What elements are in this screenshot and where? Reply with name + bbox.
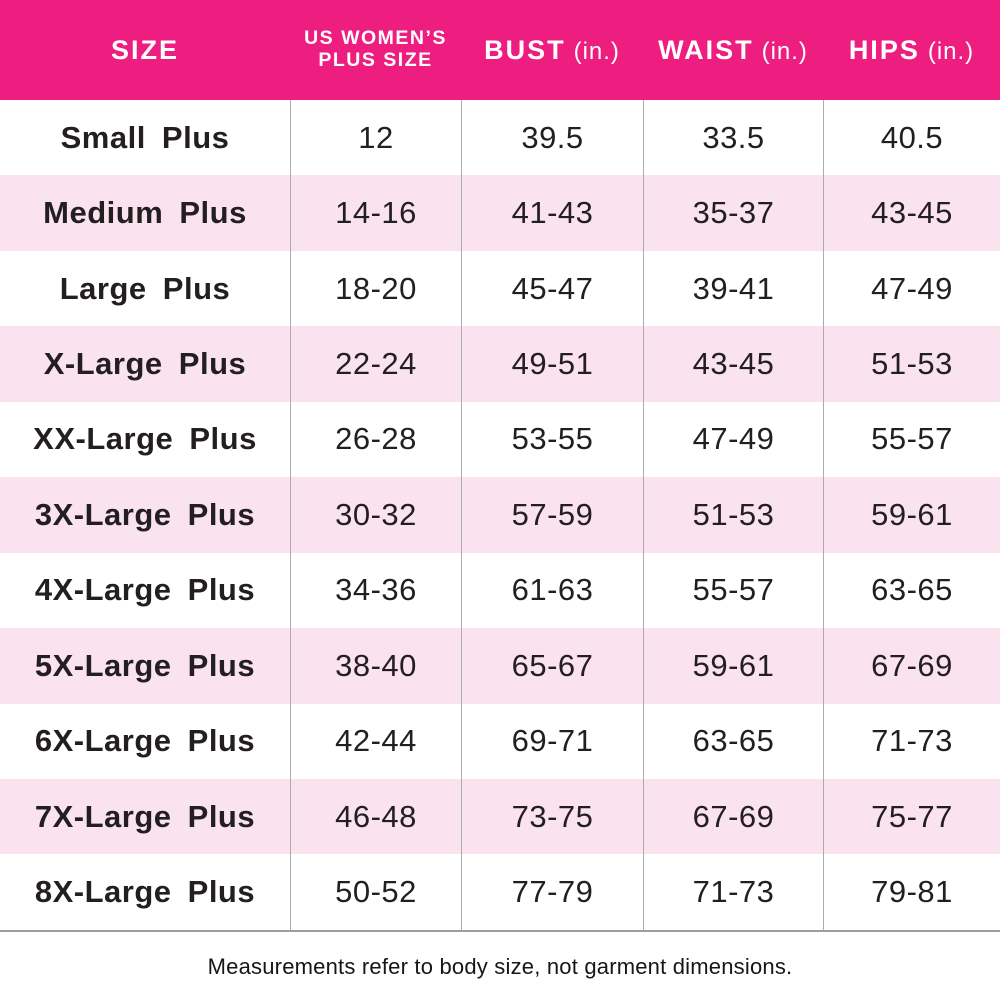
- plus-size-header-line1: US WOMEN’S: [304, 27, 447, 50]
- table-row: XX-Large Plus 26-28 53-55 47-49 55-57: [0, 401, 1000, 478]
- hips-cell: 55-57: [823, 401, 1000, 478]
- waist-cell: 39-41: [643, 250, 823, 327]
- bust-cell: 65-67: [461, 628, 643, 704]
- waist-cell: 59-61: [643, 628, 823, 704]
- bust-header-label: BUST: [484, 34, 566, 65]
- table-row: 4X-Large Plus 34-36 61-63 55-57 63-65: [0, 552, 1000, 629]
- size-cell: 5X-Large Plus: [34, 647, 256, 683]
- column-header-hips: HIPS (in.): [823, 0, 1000, 100]
- table-body: Small Plus 12 39.5 33.5 40.5 Medium Plus 14-16…: [0, 100, 1000, 932]
- size-cell: Medium Plus: [43, 195, 247, 231]
- plus-size-cell: 12: [290, 100, 461, 176]
- hips-cell: 63-65: [823, 552, 1000, 629]
- hips-cell: 79-81: [823, 854, 1000, 930]
- table-row: Large Plus 18-20 45-47 39-41 47-49: [0, 250, 1000, 327]
- plus-size-cell: 22-24: [290, 326, 461, 402]
- column-header-plus-size: US WOMEN’S PLUS SIZE: [290, 0, 461, 100]
- table-row: 3X-Large Plus 30-32 57-59 51-53 59-61: [0, 477, 1000, 553]
- waist-cell: 33.5: [643, 100, 823, 176]
- waist-cell: 55-57: [643, 552, 823, 629]
- waist-cell: 43-45: [643, 326, 823, 402]
- hips-cell: 43-45: [823, 175, 1000, 251]
- waist-cell: 71-73: [643, 854, 823, 930]
- hips-cell: 71-73: [823, 703, 1000, 779]
- waist-header-label: WAIST: [658, 34, 754, 65]
- hips-header-label: HIPS: [848, 34, 920, 65]
- waist-cell: 51-53: [643, 477, 823, 553]
- waist-cell: 67-69: [643, 778, 823, 855]
- table-row: 6X-Large Plus 42-44 69-71 63-65 71-73: [0, 703, 1000, 779]
- bust-header-unit: (in.): [573, 37, 620, 65]
- plus-size-cell: 38-40: [290, 628, 461, 704]
- column-header-bust: BUST (in.): [461, 0, 643, 100]
- bust-cell: 41-43: [461, 175, 643, 251]
- bust-cell: 61-63: [461, 552, 643, 629]
- size-cell: XX-Large Plus: [33, 421, 257, 457]
- size-cell: 6X-Large Plus: [34, 723, 256, 759]
- bust-cell: 77-79: [461, 854, 643, 930]
- hips-cell: 40.5: [823, 100, 1000, 176]
- size-cell: Small Plus: [60, 119, 230, 155]
- bust-cell: 45-47: [461, 250, 643, 327]
- bust-cell: 57-59: [461, 477, 643, 553]
- table-header-row: SIZE US WOMEN’S PLUS SIZE BUST (in.) WAI…: [0, 0, 1000, 100]
- table-row: 5X-Large Plus 38-40 65-67 59-61 67-69: [0, 628, 1000, 704]
- plus-size-header-line2: PLUS SIZE: [318, 49, 433, 71]
- waist-cell: 63-65: [643, 703, 823, 779]
- plus-size-cell: 46-48: [290, 778, 461, 855]
- size-cell: 4X-Large Plus: [34, 572, 256, 608]
- waist-header-unit: (in.): [761, 37, 808, 65]
- table-row: 8X-Large Plus 50-52 77-79 71-73 79-81: [0, 854, 1000, 930]
- waist-cell: 35-37: [643, 175, 823, 251]
- table-row: 7X-Large Plus 46-48 73-75 67-69 75-77: [0, 778, 1000, 855]
- size-header-label: SIZE: [110, 34, 179, 65]
- plus-size-cell: 14-16: [290, 175, 461, 251]
- size-cell: 3X-Large Plus: [34, 496, 256, 532]
- hips-cell: 59-61: [823, 477, 1000, 553]
- waist-cell: 47-49: [643, 401, 823, 478]
- plus-size-cell: 30-32: [290, 477, 461, 553]
- measurement-note: Measurements refer to body size, not gar…: [207, 953, 793, 979]
- bust-cell: 39.5: [461, 100, 643, 176]
- hips-cell: 47-49: [823, 250, 1000, 327]
- size-cell: X-Large Plus: [43, 346, 247, 382]
- bust-cell: 69-71: [461, 703, 643, 779]
- plus-size-cell: 50-52: [290, 854, 461, 930]
- hips-header-unit: (in.): [927, 37, 975, 65]
- bust-cell: 53-55: [461, 401, 643, 478]
- hips-cell: 51-53: [823, 326, 1000, 402]
- table-row: X-Large Plus 22-24 49-51 43-45 51-53: [0, 326, 1000, 402]
- size-cell: 7X-Large Plus: [34, 798, 256, 834]
- plus-size-cell: 42-44: [290, 703, 461, 779]
- plus-size-cell: 18-20: [290, 250, 461, 327]
- size-cell: Large Plus: [59, 270, 231, 306]
- table-row: Small Plus 12 39.5 33.5 40.5: [0, 100, 1000, 176]
- plus-size-cell: 34-36: [290, 552, 461, 629]
- hips-cell: 75-77: [823, 778, 1000, 855]
- size-cell: 8X-Large Plus: [34, 874, 256, 910]
- bust-cell: 49-51: [461, 326, 643, 402]
- column-header-waist: WAIST (in.): [643, 0, 823, 100]
- table-row: Medium Plus 14-16 41-43 35-37 43-45: [0, 175, 1000, 251]
- bust-cell: 73-75: [461, 778, 643, 855]
- hips-cell: 67-69: [823, 628, 1000, 704]
- plus-size-cell: 26-28: [290, 401, 461, 478]
- column-header-size: SIZE: [0, 0, 290, 100]
